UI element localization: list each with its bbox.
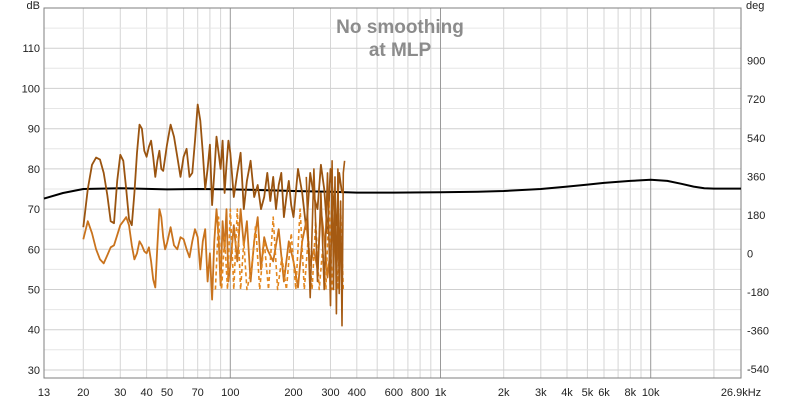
y-tick-label: 60 (28, 244, 40, 256)
left-axis-unit: dB (27, 0, 40, 12)
right-axis-unit: deg (746, 0, 764, 12)
x-tick-label: 30 (114, 387, 126, 399)
y2-tick-label: 900 (747, 56, 765, 68)
x-tick-label: 8k (624, 387, 636, 399)
y2-tick-label: 540 (747, 133, 765, 145)
series-line-2 (82, 103, 343, 235)
y-tick-label: 70 (28, 204, 40, 216)
left-y-axis: 30 40 50 60 70 80 90 100 110 (22, 43, 40, 377)
x-tick-label: 70 (192, 387, 204, 399)
y-tick-label: 100 (22, 83, 40, 95)
x-tick-label: 600 (385, 387, 403, 399)
y-tick-label: 50 (28, 285, 40, 297)
y2-tick-label: -360 (747, 326, 769, 338)
y2-tick-label: 180 (747, 210, 765, 222)
x-tick-label: 6k (598, 387, 610, 399)
y-tick-label: 110 (22, 43, 40, 55)
x-tick-label: 400 (348, 387, 366, 399)
x-tick-label: 26.9kHz (721, 387, 761, 399)
x-axis: 13 20 30 40 50 70 100 200 300 400 600 800 1k 2k 3k 4k 5k… (38, 387, 761, 399)
y-tick-label: 90 (28, 124, 40, 136)
right-y-axis: -540 -360 -180 0 180 360 540 720 900 (747, 56, 769, 376)
y2-tick-label: 720 (747, 94, 765, 106)
series-line-3 (82, 208, 343, 301)
plot-frame (43, 7, 742, 379)
y-tick-label: 80 (28, 164, 40, 176)
series-layer (43, 103, 741, 327)
x-tick-label: 200 (284, 387, 302, 399)
x-tick-label: 100 (221, 387, 239, 399)
series-line-4 (214, 200, 345, 291)
series-line-1 (43, 178, 741, 200)
x-tick-label: 1k (435, 387, 447, 399)
x-tick-label: 10k (642, 387, 660, 399)
x-tick-label: 5k (582, 387, 594, 399)
x-tick-label: 800 (411, 387, 429, 399)
x-tick-label: 2k (498, 387, 510, 399)
x-tick-label: 20 (77, 387, 89, 399)
x-tick-label: 3k (535, 387, 547, 399)
y2-tick-label: 360 (747, 171, 765, 183)
y-tick-label: 40 (28, 325, 40, 337)
y2-tick-label: 0 (747, 248, 753, 260)
x-tick-label: 4k (561, 387, 573, 399)
x-tick-label: 50 (161, 387, 173, 399)
chart-title-line-2: at MLP (369, 40, 432, 61)
x-tick-label: 13 (38, 387, 50, 399)
y-tick-label: 30 (28, 365, 40, 377)
y2-tick-label: -540 (747, 364, 769, 376)
chart-title-line-1: No smoothing (336, 17, 464, 38)
x-tick-label: 300 (321, 387, 339, 399)
y2-tick-label: -180 (747, 287, 769, 299)
series-line-5 (305, 160, 346, 327)
x-tick-label: 40 (140, 387, 152, 399)
